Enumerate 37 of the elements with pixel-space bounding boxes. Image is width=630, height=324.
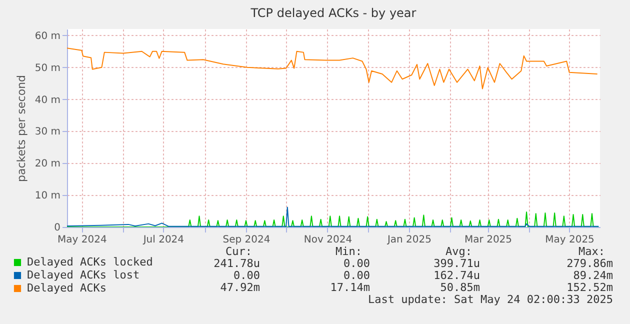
y-axis-title: packets per second — [14, 74, 28, 182]
text: 17.14m — [330, 281, 370, 294]
x-tick-label: Sep 2024 — [222, 234, 270, 246]
line-series — [67, 48, 598, 90]
text: 89.24m — [573, 269, 613, 282]
text: Max: — [578, 245, 605, 258]
y-tick-label: 50 m — [34, 62, 60, 74]
x-tick-label: Jul 2024 — [142, 234, 184, 246]
chart-title: TCP delayed ACKs - by year — [250, 6, 416, 20]
text: 279.86m — [566, 257, 613, 270]
y-tick-label: 30 m — [34, 126, 60, 138]
text: 162.74u — [434, 269, 480, 282]
text: 50.85m — [440, 281, 480, 294]
legend-label: Delayed ACKs locked — [27, 256, 153, 268]
text: Min: — [336, 245, 362, 258]
x-tick-label: Jan 2025 — [386, 234, 432, 246]
y-tick-label: 0 — [54, 222, 60, 234]
y-tick-label: 40 m — [34, 94, 60, 106]
text: 152.52m — [566, 281, 613, 294]
text: 47.92m — [220, 281, 260, 294]
text: Avg: — [446, 245, 472, 258]
text: 241.78u — [214, 257, 260, 270]
text: Cur: — [226, 245, 252, 258]
text: 0.00 — [234, 269, 260, 282]
y-tick-label: 60 m — [34, 30, 60, 42]
x-tick-label: Mar 2025 — [464, 234, 512, 246]
legend-label: Delayed ACKs lost — [27, 268, 140, 282]
text: Last update: Sat May 24 02:00:33 2025 — [368, 293, 613, 306]
text: 399.71u — [434, 257, 480, 270]
y-tick-label: 20 m — [34, 158, 60, 170]
text: 0.00 — [344, 269, 370, 282]
x-tick-label: Nov 2024 — [304, 234, 352, 246]
x-tick-label: May 2024 — [58, 234, 107, 246]
x-tick-label: May 2025 — [545, 234, 594, 246]
legend-label: Delayed ACKs — [27, 282, 106, 294]
text: 0.00 — [344, 257, 370, 270]
y-tick-label: 10 m — [34, 190, 60, 202]
